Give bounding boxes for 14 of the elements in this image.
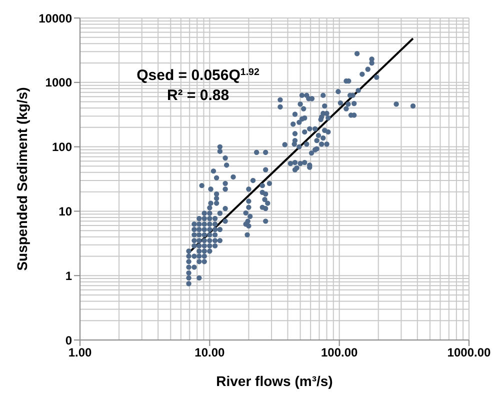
x-tick-label: 1.00 <box>68 346 92 360</box>
x-tick-label: 1000.00 <box>447 346 492 360</box>
y-tick-label: 1 <box>65 268 72 283</box>
annotation: R² = 0.88 <box>166 87 230 104</box>
x-tick-label: 100.00 <box>320 346 358 360</box>
y-tick-label: 10000 <box>38 11 72 26</box>
x-axis-title: River flows (m³/s) <box>216 373 333 389</box>
y-tick-label: 0 <box>65 333 72 348</box>
y-tick-label: 10 <box>58 204 72 218</box>
y-tick-label: 1000 <box>45 76 72 90</box>
x-tick-label: 10.00 <box>194 346 226 360</box>
annotation: Qsed = 0.056Q$^{1.92}$ <box>136 66 260 84</box>
y-tick-label: 100 <box>52 140 72 154</box>
y-axis-title: Suspended Sediment (kg/s) <box>14 87 30 271</box>
